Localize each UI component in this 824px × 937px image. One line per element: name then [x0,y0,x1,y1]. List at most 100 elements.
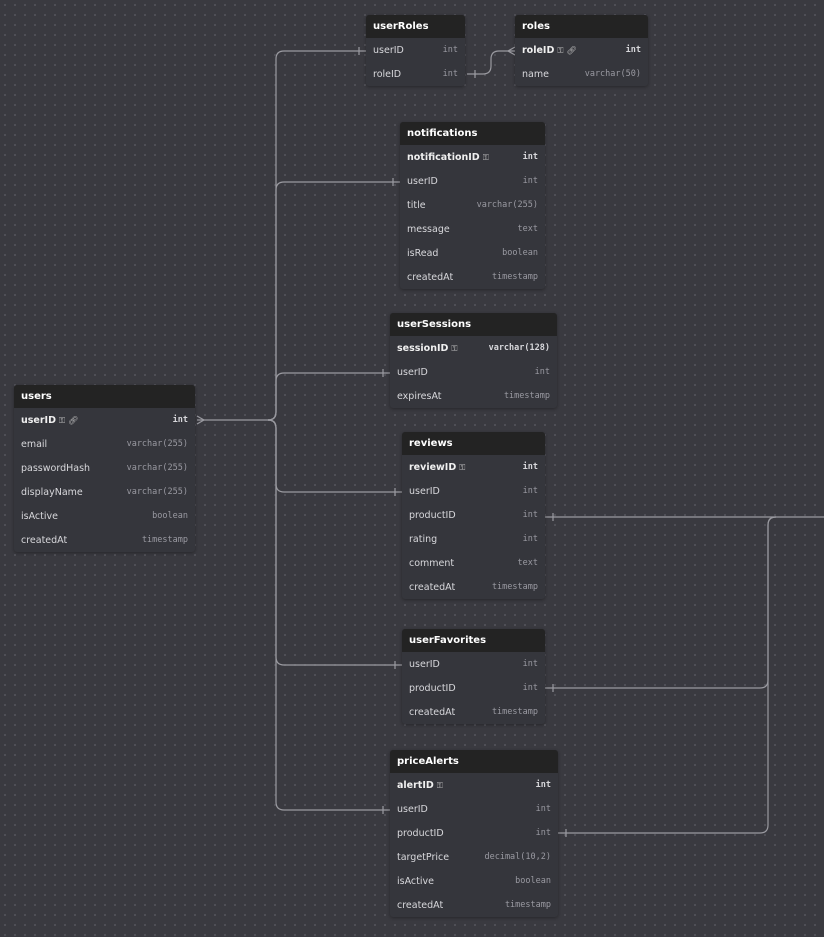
field-row[interactable]: expiresAt timestamp [390,384,557,408]
field-name: email [21,438,48,450]
field-name: notificationID [407,151,480,163]
edge-users-userFavorites [267,419,402,666]
field-row[interactable]: comment text [402,551,545,575]
table-header[interactable]: notifications [400,122,545,145]
field-name: userID [409,658,440,670]
field-row[interactable]: displayName varchar(255) [14,480,195,504]
field-row[interactable]: message text [400,217,545,241]
field-name: createdAt [409,581,456,593]
field-row[interactable]: roleID ⚿ 🔗︎ int [515,38,648,62]
field-type: decimal(10,2) [484,852,551,862]
link-icon: 🔗︎ [68,415,79,425]
table-header[interactable]: userSessions [390,313,557,336]
field-type: timestamp [491,272,538,282]
field-type: timestamp [504,900,551,910]
field-row[interactable]: createdAt timestamp [400,265,545,289]
table-userFavorites[interactable]: userFavorites userID int productID int c… [402,629,545,724]
table-reviews[interactable]: reviews reviewID ⚿ int userID int product… [402,432,545,599]
table-notifications[interactable]: notifications notificationID ⚿ int userID… [400,122,545,289]
table-header[interactable]: users [14,385,195,408]
field-type: timestamp [503,391,550,401]
field-row[interactable]: userID int [402,479,545,503]
field-name: productID [397,827,444,839]
field-name: comment [409,557,455,569]
field-row[interactable]: userID int [402,652,545,676]
field-type: int [535,828,551,838]
field-row[interactable]: isActive boolean [14,504,195,528]
field-name: title [407,199,426,211]
edge-users-priceAlerts [267,419,390,811]
field-name: userID [397,366,428,378]
field-name: message [407,223,450,235]
field-row[interactable]: roleID int [366,62,465,86]
table-userSessions[interactable]: userSessions sessionID ⚿ varchar(128) use… [390,313,557,408]
edge-products-userFavorites [545,516,777,689]
field-name: createdAt [409,706,456,718]
table-header[interactable]: reviews [402,432,545,455]
edge-users-notifications [267,181,400,421]
table-userRoles[interactable]: userRoles userID int roleID int [366,15,465,86]
field-row[interactable]: name varchar(50) [515,62,648,86]
field-row[interactable]: createdAt timestamp [14,528,195,552]
key-icon: ⚿ [459,462,466,472]
edge-users-userRoles [197,50,366,421]
field-row[interactable]: userID int [400,169,545,193]
field-row[interactable]: createdAt timestamp [402,575,545,599]
field-row[interactable]: createdAt timestamp [390,893,558,917]
field-type: varchar(255) [126,487,188,497]
table-header[interactable]: userRoles [366,15,465,38]
field-row[interactable]: userID int [366,38,465,62]
field-type: text [517,558,538,568]
field-type: varchar(255) [126,439,188,449]
field-name: createdAt [397,899,444,911]
field-row[interactable]: rating int [402,527,545,551]
field-row[interactable]: passwordHash varchar(255) [14,456,195,480]
field-name: createdAt [407,271,454,283]
field-row[interactable]: alertID ⚿ int [390,773,558,797]
field-row[interactable]: userID int [390,797,558,821]
field-row[interactable]: productID int [390,821,558,845]
field-type: int [442,45,458,55]
table-header[interactable]: priceAlerts [390,750,558,773]
field-type: int [522,659,538,669]
field-row[interactable]: title varchar(255) [400,193,545,217]
field-type: text [517,224,538,234]
field-name: displayName [21,486,83,498]
field-row[interactable]: email varchar(255) [14,432,195,456]
key-icon: ⚿ [436,780,443,790]
field-row[interactable]: reviewID ⚿ int [402,455,545,479]
field-row[interactable]: userID int [390,360,557,384]
field-type: int [172,415,188,425]
table-roles[interactable]: roles roleID ⚿ 🔗︎ int name varchar(50) [515,15,648,86]
field-name: userID [397,803,428,815]
field-row[interactable]: productID int [402,503,545,527]
field-name: userID [409,485,440,497]
field-row[interactable]: productID int [402,676,545,700]
field-name: userID [373,44,404,56]
field-name: productID [409,682,456,694]
field-row[interactable]: sessionID ⚿ varchar(128) [390,336,557,360]
edge-products-priceAlerts [558,516,777,834]
field-name: isActive [21,510,58,522]
field-name: userID [407,175,438,187]
table-priceAlerts[interactable]: priceAlerts alertID ⚿ int userID int prod… [390,750,558,917]
field-type: int [522,462,538,472]
field-type: int [522,683,538,693]
field-name: userID [21,414,56,426]
field-type: varchar(255) [476,200,538,210]
field-row[interactable]: isActive boolean [390,869,558,893]
field-row[interactable]: createdAt timestamp [402,700,545,724]
key-icon: ⚿ [451,343,458,353]
field-row[interactable]: userID ⚿ 🔗︎ int [14,408,195,432]
edge-users-userSessions [267,372,390,421]
field-name: productID [409,509,456,521]
field-row[interactable]: notificationID ⚿ int [400,145,545,169]
field-name: expiresAt [397,390,442,402]
field-type: int [522,176,538,186]
table-users[interactable]: users userID ⚿ 🔗︎ int email varchar(255) p… [14,385,195,552]
field-type: int [535,804,551,814]
field-row[interactable]: isRead boolean [400,241,545,265]
field-row[interactable]: targetPrice decimal(10,2) [390,845,558,869]
table-header[interactable]: userFavorites [402,629,545,652]
table-header[interactable]: roles [515,15,648,38]
